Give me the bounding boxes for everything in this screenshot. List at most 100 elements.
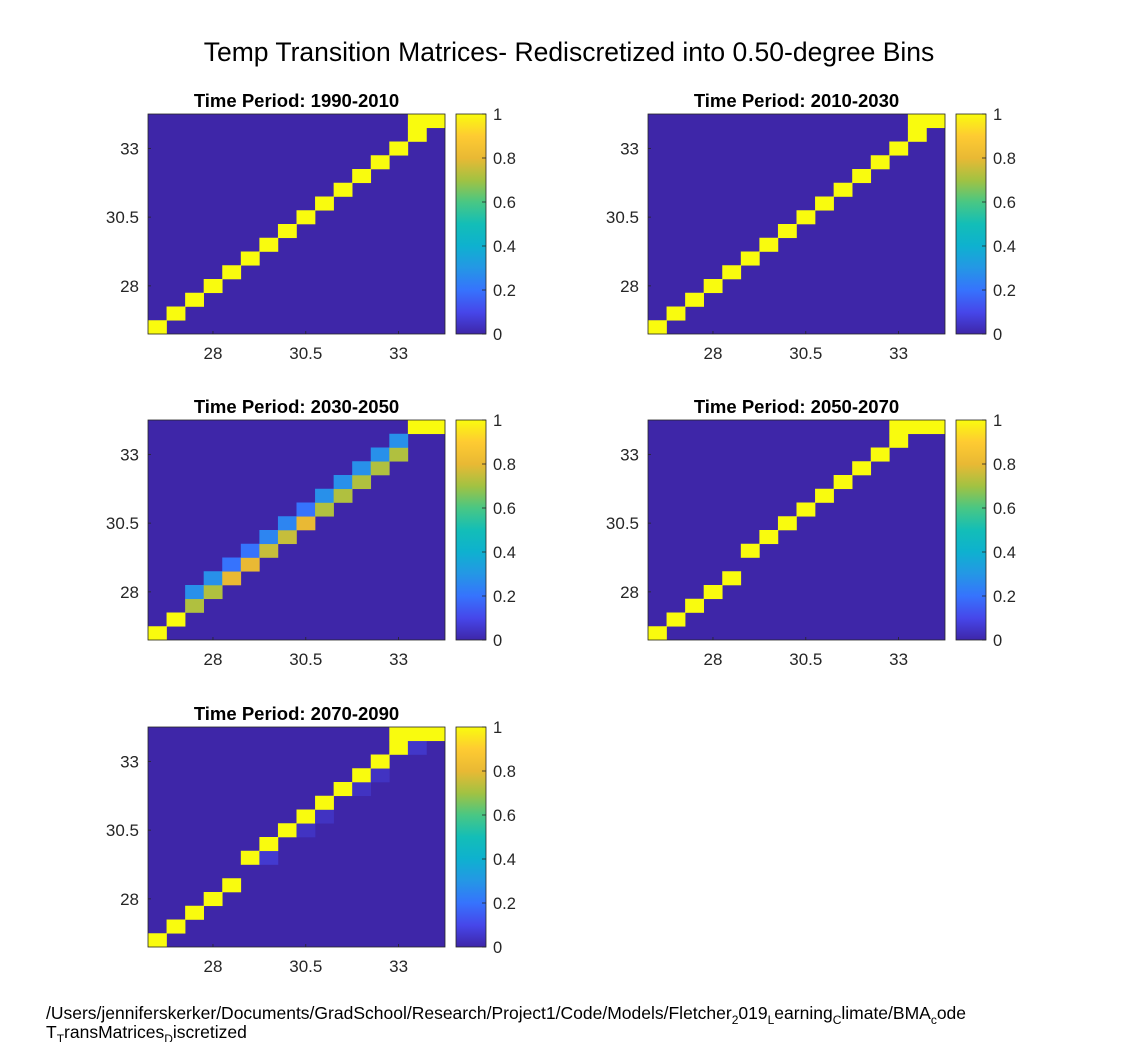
footer-text-segment: 2 xyxy=(731,1013,739,1027)
heatmap-cell xyxy=(685,598,704,613)
colorbar-tick-label: 0 xyxy=(493,632,502,650)
heatmap-cell xyxy=(666,306,686,321)
colorbar-tick-label: 0.8 xyxy=(493,763,516,781)
heatmap-cell xyxy=(740,251,760,266)
heatmap-cell xyxy=(852,461,872,476)
footer-line-2: TTransMatricesDiscretized xyxy=(46,1022,1136,1043)
y-tick-label: 28 xyxy=(120,277,139,296)
colorbar-tick-label: 0.8 xyxy=(993,456,1016,474)
colorbar-tick-label: 0.8 xyxy=(493,150,516,168)
heatmap-cell xyxy=(370,768,390,783)
figure-footer-path: /Users/jenniferskerker/Documents/GradSch… xyxy=(46,1004,1136,1042)
heatmap-cell xyxy=(148,933,167,948)
colorbar-gradient xyxy=(455,419,487,641)
heatmap-cell xyxy=(296,823,316,838)
heatmap-cell xyxy=(815,196,834,211)
footer-text-segment: C xyxy=(832,1013,842,1027)
panel-title: Time Period: 2030-2050 xyxy=(194,396,399,417)
colorbar-tick-label: 0.6 xyxy=(993,500,1016,518)
colorbar-tick-label: 0.8 xyxy=(993,150,1016,168)
heatmap-cell xyxy=(333,782,353,797)
footer-text-segment: T xyxy=(46,1022,57,1042)
y-tick-label: 28 xyxy=(620,583,639,602)
subplot-grid: Time Period: 1990-2010282830.530.5333300… xyxy=(106,90,1016,976)
colorbar-tick-label: 0.6 xyxy=(493,807,516,825)
x-tick-label: 30.5 xyxy=(289,650,322,669)
colorbar-tick-label: 1 xyxy=(993,412,1002,430)
heatmap-cell xyxy=(296,809,316,824)
colorbar-tick-label: 0 xyxy=(493,939,502,957)
colorbar-tick-label: 1 xyxy=(493,719,502,737)
heatmap-cell xyxy=(296,516,316,531)
heatmap-cell xyxy=(907,114,927,129)
colorbar-tick-label: 0.6 xyxy=(993,194,1016,212)
heatmap-cell xyxy=(166,306,186,321)
plot-frame xyxy=(647,419,946,641)
heatmap-cell xyxy=(648,320,667,335)
colorbar-tick-label: 0.4 xyxy=(493,544,516,562)
y-tick-label: 33 xyxy=(620,139,639,158)
colorbar-tick-label: 0.2 xyxy=(493,282,516,300)
panel-title: Time Period: 2050-2070 xyxy=(694,396,899,417)
footer-text-segment: ode xyxy=(936,1004,967,1023)
heatmap-cell xyxy=(389,740,409,755)
colorbar-gradient xyxy=(955,419,987,641)
heatmap-cell xyxy=(315,196,334,211)
heatmap-cell xyxy=(370,461,390,476)
heatmap-cell xyxy=(240,850,260,865)
colorbar-tick-label: 1 xyxy=(493,106,502,124)
heatmap-cell xyxy=(315,502,334,517)
footer-text-segment: earning xyxy=(774,1004,833,1023)
y-tick-label: 30.5 xyxy=(106,821,139,840)
heatmap-cell xyxy=(703,279,723,294)
heatmap-cell xyxy=(759,530,779,545)
y-tick-label: 33 xyxy=(120,445,139,464)
heatmap-panel-2: Time Period: 2010-2030282830.530.5333300… xyxy=(606,90,1016,363)
x-tick-label: 33 xyxy=(889,650,908,669)
colorbar-tick-label: 0 xyxy=(993,326,1002,344)
y-tick-label: 30.5 xyxy=(106,208,139,227)
heatmap-cell xyxy=(315,488,334,503)
heatmap-cell xyxy=(426,727,446,742)
heatmap-panel-1: Time Period: 1990-2010282830.530.5333300… xyxy=(106,90,516,363)
heatmap-cell xyxy=(833,475,853,490)
colorbar-gradient xyxy=(455,113,487,335)
heatmap-cell xyxy=(926,114,946,129)
colorbar: 0 0.2 0.4 0.6 0.8 1 xyxy=(455,719,516,957)
footer-text-segment: limate/BMA xyxy=(841,1004,931,1023)
heatmap-cell xyxy=(333,488,353,503)
heatmap-cell xyxy=(389,447,409,462)
colorbar-tick-label: 0.4 xyxy=(493,238,516,256)
heatmap-cell xyxy=(389,433,409,448)
y-tick-label: 28 xyxy=(120,890,139,909)
heatmap-cell xyxy=(259,237,279,252)
heatmap-cell xyxy=(203,279,223,294)
heatmap-cell xyxy=(870,447,890,462)
heatmap-cell xyxy=(315,795,334,810)
heatmap-cell xyxy=(240,543,260,558)
heatmap-cell xyxy=(333,182,353,197)
heatmap-cell xyxy=(907,127,927,142)
heatmap-cell xyxy=(370,754,390,769)
heatmap-cell xyxy=(777,516,797,531)
heatmap-cell xyxy=(889,420,909,435)
heatmap-cell xyxy=(277,823,297,838)
y-tick-label: 33 xyxy=(120,752,139,771)
heatmap-cell xyxy=(352,768,372,783)
heatmap-cell xyxy=(240,251,260,266)
y-tick-label: 30.5 xyxy=(106,514,139,533)
heatmap-cell xyxy=(722,571,742,586)
heatmap-cell xyxy=(277,516,297,531)
heatmap-cell xyxy=(222,878,242,893)
heatmap-cell xyxy=(296,210,316,225)
heatmap-cell xyxy=(666,612,686,627)
x-tick-label: 30.5 xyxy=(289,957,322,976)
heatmap-cell xyxy=(185,585,204,600)
footer-text-segment: ransMatrices xyxy=(64,1022,165,1042)
colorbar-tick-label: 1 xyxy=(493,412,502,430)
heatmap-cell xyxy=(722,265,742,280)
colorbar-tick-label: 1 xyxy=(993,106,1002,124)
heatmap-cell xyxy=(389,727,409,742)
heatmap-cell xyxy=(352,169,372,184)
